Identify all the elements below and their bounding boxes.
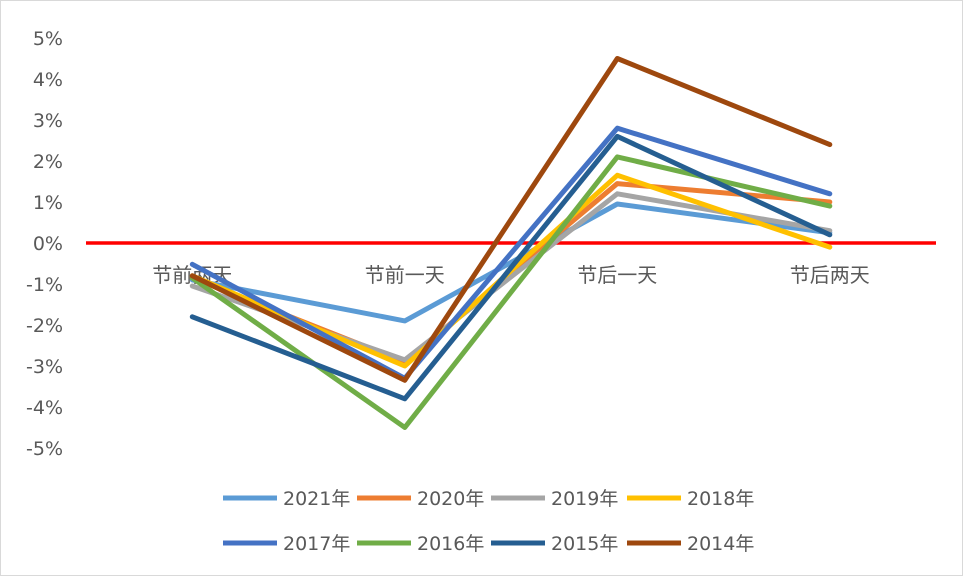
x-category-label: 节后一天 bbox=[577, 263, 657, 287]
legend-item: 2017年 bbox=[223, 533, 350, 555]
legend: 2021年 2020年 2019年 2018年 2017年 2016年 2015年 2014年 bbox=[223, 488, 754, 555]
legend-item: 2021年 bbox=[223, 488, 350, 510]
legend-label: 2017年 bbox=[283, 533, 350, 555]
series-line-2015年 bbox=[189, 133, 833, 402]
y-tick-label: -4% bbox=[26, 397, 63, 419]
legend-label: 2019年 bbox=[551, 488, 618, 510]
y-tick-label: -5% bbox=[26, 438, 63, 460]
legend-label: 2021年 bbox=[283, 488, 350, 510]
legend-item: 2014年 bbox=[627, 533, 754, 555]
y-axis-ticks: 5% 4% 3% 2% 1% 0% -1% -2% -3% -4% -5% bbox=[26, 28, 63, 460]
legend-label: 2014年 bbox=[687, 533, 754, 555]
legend-label: 2018年 bbox=[687, 488, 754, 510]
series-line-2014年 bbox=[189, 56, 833, 383]
legend-label: 2020年 bbox=[417, 488, 484, 510]
y-tick-label: 2% bbox=[33, 151, 63, 173]
legend-item: 2020年 bbox=[357, 488, 484, 510]
y-tick-label: 5% bbox=[33, 28, 63, 50]
y-tick-label: 4% bbox=[33, 69, 63, 91]
legend-label: 2015年 bbox=[551, 533, 618, 555]
y-tick-label: 1% bbox=[33, 192, 63, 214]
y-tick-label: 0% bbox=[33, 233, 63, 255]
y-tick-label: -3% bbox=[26, 356, 63, 378]
legend-item: 2015年 bbox=[491, 533, 618, 555]
series-line-2017年 bbox=[189, 125, 833, 381]
legend-label: 2016年 bbox=[417, 533, 484, 555]
series-line-2016年 bbox=[189, 154, 833, 430]
y-tick-label: -1% bbox=[26, 274, 63, 296]
y-tick-label: 3% bbox=[33, 110, 63, 132]
x-category-label: 节后两天 bbox=[790, 263, 870, 287]
y-tick-label: -2% bbox=[26, 315, 63, 337]
series-lines bbox=[189, 56, 833, 430]
series-line-2021年 bbox=[189, 201, 833, 324]
legend-item: 2018年 bbox=[627, 488, 754, 510]
legend-item: 2019年 bbox=[491, 488, 618, 510]
legend-item: 2016年 bbox=[357, 533, 484, 555]
x-category-label: 节前一天 bbox=[365, 263, 445, 287]
